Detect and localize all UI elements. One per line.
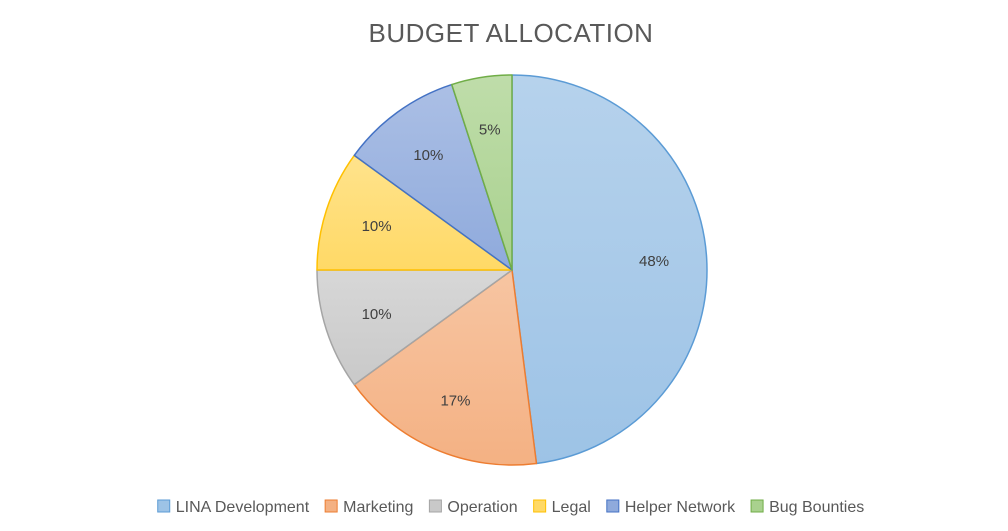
legend-swatch-operation xyxy=(428,499,442,513)
legend-label-operation: Operation xyxy=(447,499,517,516)
legend-swatch-helper-network xyxy=(606,499,620,513)
legend-label-helper-network: Helper Network xyxy=(625,499,736,516)
legend-swatch-marketing xyxy=(324,499,338,513)
slice-label-marketing: 17% xyxy=(440,393,470,410)
legend-label-bug-bounties: Bug Bounties xyxy=(769,499,864,516)
pie-slice-lina-development xyxy=(511,74,708,465)
legend-label-lina-development: LINA Development xyxy=(176,499,310,516)
legend: LINA Development Marketing Operation Legal H… xyxy=(157,499,864,516)
slice-label-bug-bounties: 5% xyxy=(479,121,501,138)
chart-title: BUDGET ALLOCATION xyxy=(369,18,654,48)
slice-labels: 48% 17% 10% 10% 10% 5% xyxy=(362,121,669,409)
slice-label-operation: 10% xyxy=(362,306,392,323)
legend-swatch-bug-bounties xyxy=(750,499,764,513)
slice-label-lina-development: 48% xyxy=(639,253,669,270)
legend-label-marketing: Marketing xyxy=(343,499,413,516)
pie-slice-bug-bounties xyxy=(450,74,513,271)
pie-slice-operation xyxy=(316,269,513,386)
pie-slices xyxy=(316,74,708,466)
pie-slice-marketing xyxy=(353,269,538,466)
pie-slice-legal xyxy=(316,154,513,271)
legend-swatch-legal xyxy=(533,499,547,513)
legend-swatch-lina-development xyxy=(157,499,171,513)
legend-label-legal: Legal xyxy=(552,499,591,516)
pie-slice-helper-network xyxy=(353,83,513,271)
slice-label-helper-network: 10% xyxy=(413,147,443,164)
slice-label-legal: 10% xyxy=(362,218,392,235)
